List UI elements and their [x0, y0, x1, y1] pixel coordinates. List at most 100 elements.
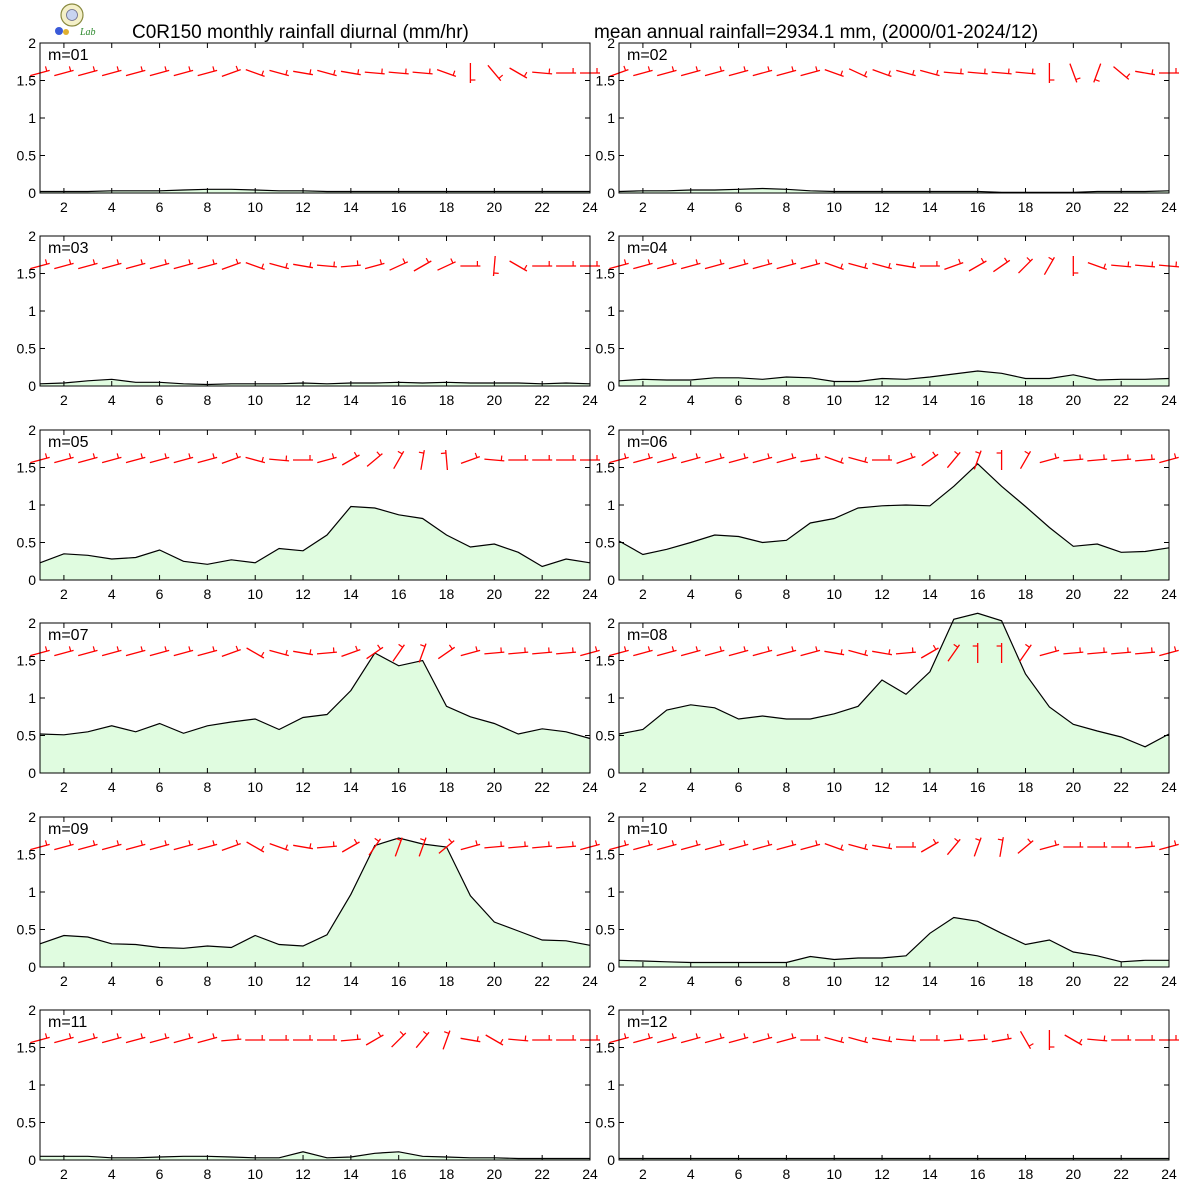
y-tick-label: 0 [28, 572, 36, 588]
wind-barb-shaft [848, 456, 868, 464]
rainfall-point [953, 618, 955, 620]
wind-barb-feather [164, 1033, 167, 1039]
wind-barb [125, 453, 146, 464]
wind-barb [991, 68, 1012, 75]
wind-barb-feather [647, 453, 651, 459]
wind-barb-feather [140, 66, 143, 72]
rainfall-point [809, 377, 811, 379]
wind-barb-feather [1094, 79, 1100, 82]
wind-barb-feather [212, 646, 215, 652]
wind-barb-shaft [269, 262, 289, 270]
wind-barb-feather [397, 450, 403, 455]
wind-barb [125, 840, 146, 851]
y-tick-label: 0.5 [596, 728, 616, 744]
wind-barb-feather [116, 840, 120, 846]
wind-barb-feather [840, 457, 844, 463]
rainfall-point [445, 534, 447, 536]
x-tick-label: 16 [970, 779, 986, 795]
rainfall-point [737, 718, 739, 720]
wind-barb-feather [499, 1038, 504, 1044]
wind-barb [996, 643, 1003, 663]
rainfall-point [809, 718, 811, 720]
wind-barb-shaft [1017, 840, 1034, 854]
wind-barb-feather [68, 453, 72, 459]
rainfall-point [666, 961, 668, 963]
wind-barb-feather [92, 453, 96, 459]
wind-barb-feather [1054, 453, 1057, 459]
wind-barb [1135, 1035, 1156, 1041]
lab-logo-inner-icon [66, 9, 78, 21]
rainfall-point [666, 1157, 668, 1159]
x-tick-label: 12 [874, 973, 890, 989]
wind-barb [340, 69, 361, 76]
wind-barb-shaft [412, 71, 433, 75]
y-tick-label: 2 [607, 35, 615, 51]
x-tick-label: 18 [439, 392, 455, 408]
wind-barb-feather [743, 840, 746, 846]
rainfall-point [278, 190, 280, 192]
y-tick-label: 2 [607, 228, 615, 244]
rainfall-point [1048, 1157, 1050, 1159]
wind-barb-feather [594, 840, 598, 846]
rainfall-point [182, 383, 184, 385]
x-tick-label: 10 [826, 973, 842, 989]
wind-barb-feather [524, 1035, 527, 1041]
wind-barb [418, 837, 427, 857]
wind-barb-feather [767, 66, 770, 72]
x-tick-label: 10 [247, 1166, 263, 1182]
wind-barb-feather [140, 646, 143, 652]
x-tick-label: 8 [782, 1166, 790, 1182]
wind-barb-feather [958, 258, 961, 264]
wind-barb [316, 261, 337, 268]
wind-barb [54, 259, 74, 270]
rainfall-point [1000, 372, 1002, 374]
wind-barb [1039, 840, 1060, 851]
wind-barb [492, 255, 499, 277]
wind-barb-feather [975, 451, 981, 454]
wind-barb [341, 645, 361, 658]
rainfall-point [953, 1157, 955, 1159]
wind-barb [895, 1035, 916, 1042]
rainfall-point [1048, 706, 1050, 708]
wind-barb-feather [188, 453, 191, 459]
wind-barb-shaft [991, 71, 1012, 75]
rainfall-point [1000, 1157, 1002, 1159]
wind-barb-shaft [269, 69, 289, 77]
wind-barb-feather [647, 259, 651, 265]
x-tick-label: 12 [295, 973, 311, 989]
wind-barb-feather [140, 840, 143, 846]
wind-barb-feather [333, 261, 335, 267]
wind-barb-shaft [848, 1036, 868, 1044]
wind-barb [149, 453, 170, 464]
rainfall-point [541, 728, 543, 730]
wind-barb [418, 643, 427, 663]
rainfall-point [326, 1157, 328, 1159]
rainfall-point [642, 960, 644, 962]
rainfall-line [40, 1151, 590, 1160]
panel-frame [39, 42, 591, 194]
wind-barb [946, 837, 961, 856]
wind-barb-shaft [366, 646, 384, 660]
wind-barb [895, 647, 916, 655]
rainfall-point [905, 378, 907, 380]
wind-barb [657, 66, 677, 77]
y-tick-label: 0 [28, 378, 36, 394]
panel-label: m=05 [48, 434, 89, 451]
wind-barb [149, 1033, 170, 1044]
x-tick-label: 6 [156, 1166, 164, 1182]
x-tick-label: 12 [295, 586, 311, 602]
rainfall-point [929, 671, 931, 673]
rainfall-point [881, 505, 883, 507]
wind-barb [78, 646, 98, 657]
wind-barb-feather [1173, 453, 1177, 459]
wind-barb-feather [309, 843, 312, 849]
wind-barb [484, 455, 505, 462]
wind-barb-feather [188, 646, 191, 652]
rainfall-point [1048, 377, 1050, 379]
wind-barb-shaft [848, 262, 868, 270]
y-tick-label: 0.5 [596, 148, 616, 164]
wind-barb-shaft [365, 1034, 384, 1046]
wind-barb [173, 646, 194, 657]
x-tick-label: 10 [247, 199, 263, 215]
wind-barb-feather [309, 262, 312, 268]
